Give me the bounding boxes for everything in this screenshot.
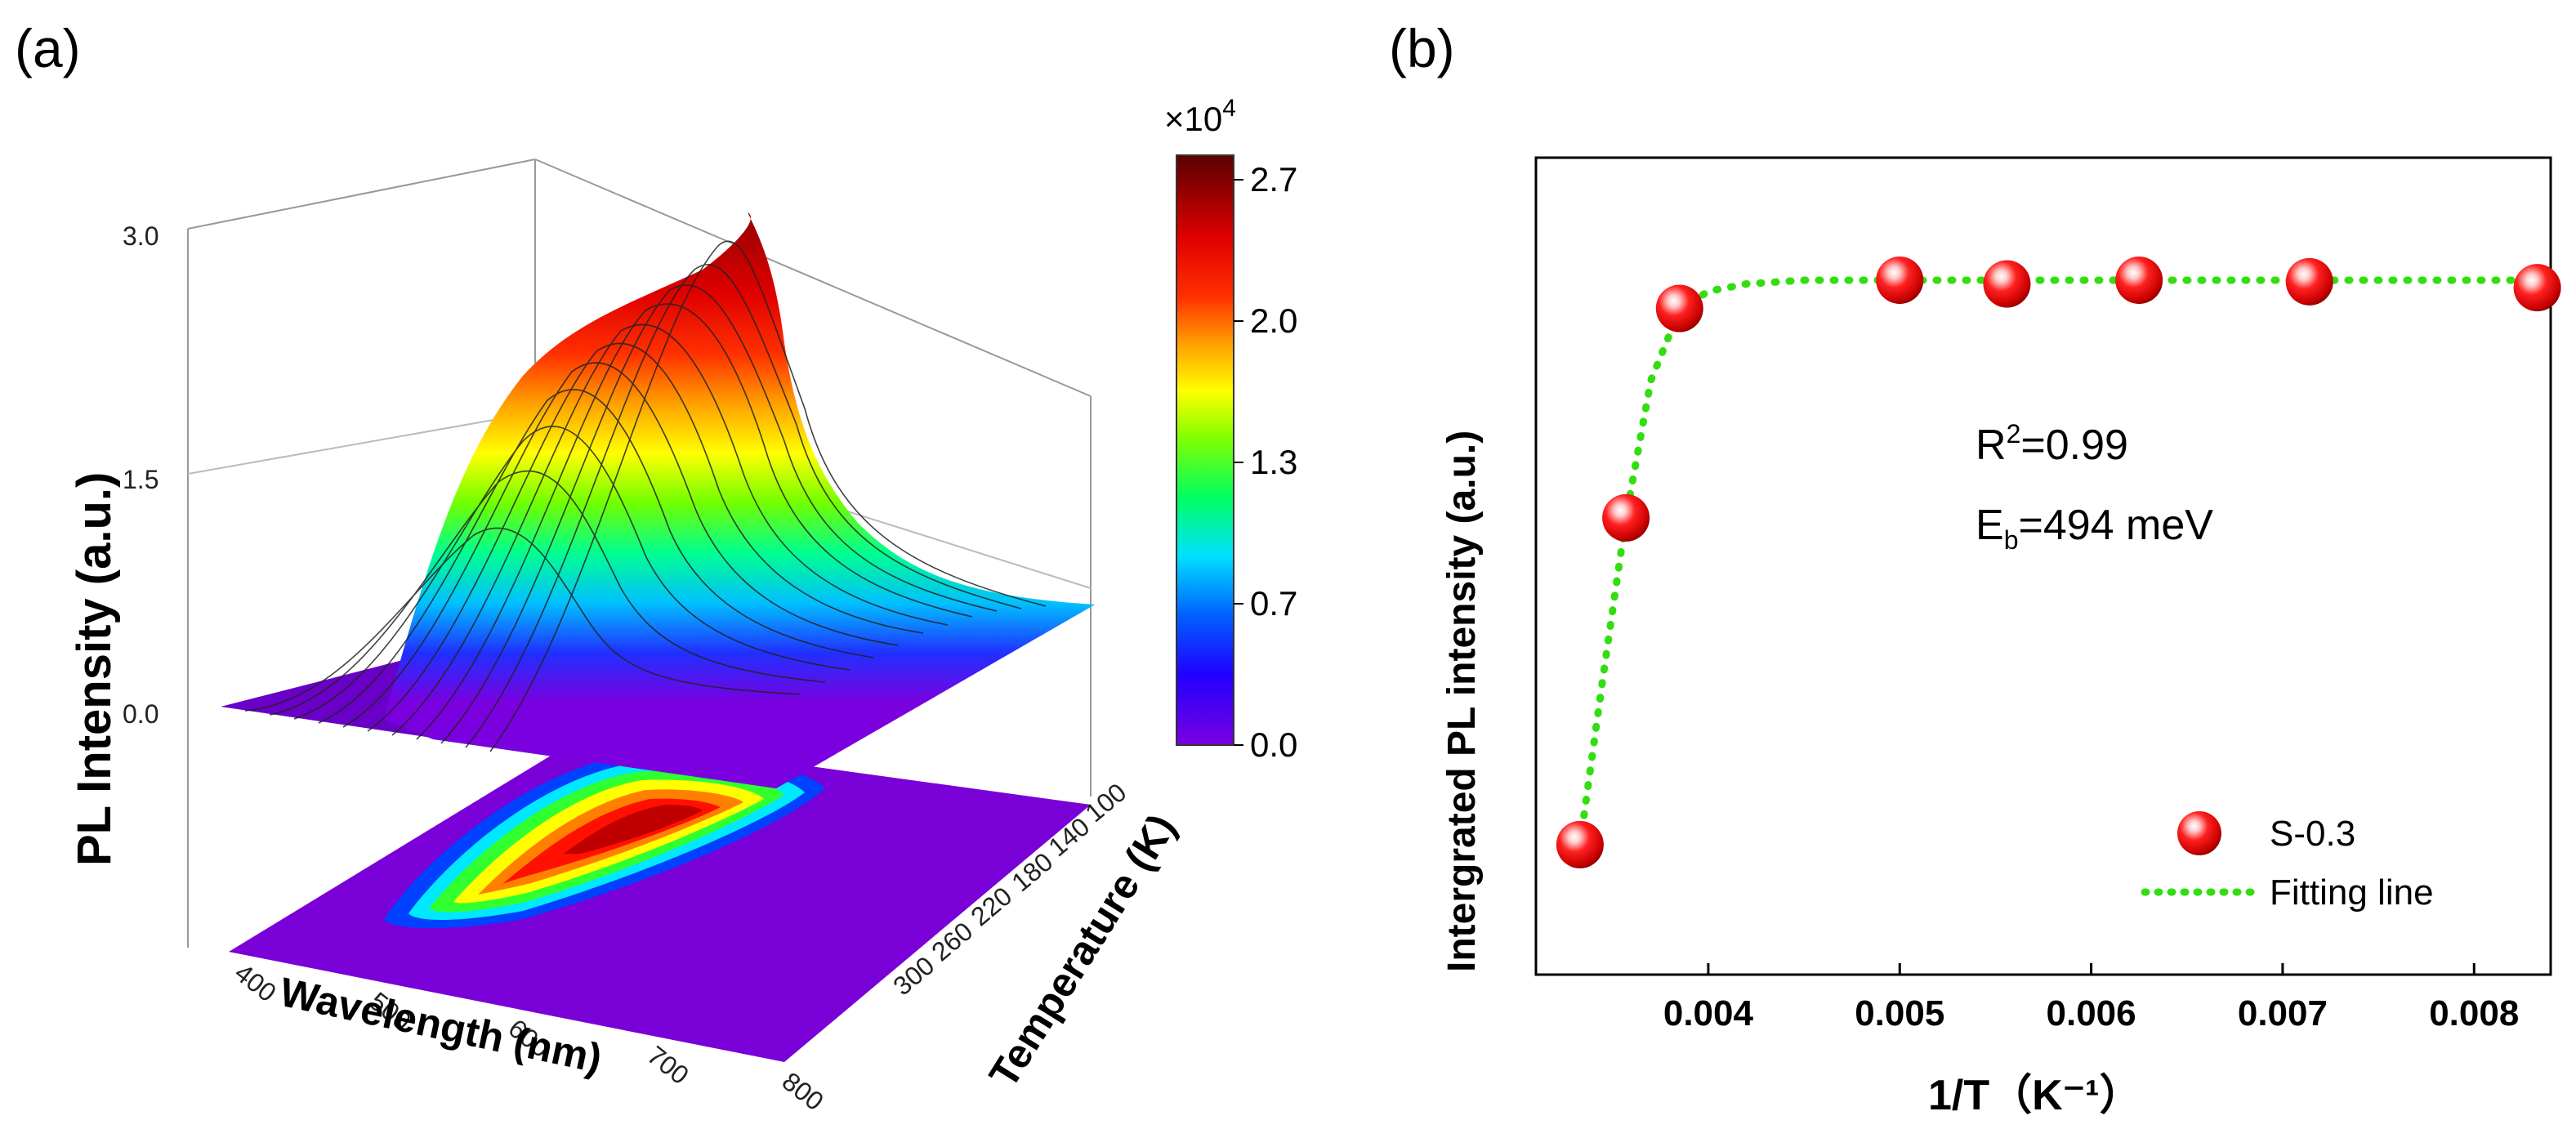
panel-b-scatter: 0.004 0.005 0.006 0.007 0.008 Intergrated PL… — [1440, 156, 2561, 1119]
contour-floor — [229, 735, 1091, 1062]
binding-energy-annotation: Eb=494 meV — [1976, 502, 2213, 555]
top-right-edge — [534, 158, 1092, 397]
x-tick: 400 — [230, 957, 282, 1007]
panel-a-3d-plot: 3.0 1.5 0.0 400 500 600 700 800 100 140 … — [68, 158, 1185, 1116]
data-points — [1556, 257, 2561, 868]
x-tick-label: 0.004 — [1663, 993, 1754, 1033]
colorbar-tick: 2.7 — [1250, 160, 1297, 199]
x-tick-label: 0.006 — [2047, 993, 2136, 1033]
surface-body — [384, 212, 1095, 788]
colorbar-tick: 1.3 — [1250, 443, 1297, 481]
colorbar: ×104 2.7 2.0 1.3 0.7 0.0 — [1164, 95, 1297, 764]
data-point — [1983, 260, 2031, 308]
z-tick: 1.5 — [123, 465, 158, 494]
x-tick-label: 0.007 — [2238, 993, 2328, 1033]
legend-label-fit: Fitting line — [2270, 873, 2434, 913]
plot-frame — [1534, 156, 2552, 976]
data-point — [2115, 257, 2163, 304]
colorbar-tick: 2.0 — [1250, 301, 1297, 340]
legend-label-s03: S-0.3 — [2270, 814, 2355, 854]
x-tick-label: 0.008 — [2429, 993, 2519, 1033]
z-axis-ticks: 3.0 1.5 0.0 — [123, 221, 158, 729]
x-tick: 800 — [777, 1066, 829, 1116]
y-tick: 100 — [1079, 777, 1132, 828]
colorbar-multiplier: ×104 — [1164, 95, 1236, 138]
panel-b-label: (b) — [1389, 18, 1455, 78]
colorbar-tick: 0.0 — [1250, 725, 1297, 764]
top-left-edge — [187, 158, 536, 230]
data-point — [1655, 284, 1703, 332]
data-point — [2285, 257, 2333, 306]
data-point — [1876, 257, 1924, 304]
fitting-line — [1576, 276, 2536, 849]
z-tick: 0.0 — [123, 699, 158, 729]
contour-heat-band — [384, 753, 825, 929]
data-point — [2513, 264, 2561, 312]
z-axis-label: PL Intensity (a.u.) — [68, 472, 121, 866]
data-point — [1556, 820, 1604, 868]
colorbar-gradient — [1176, 154, 1234, 746]
legend-marker-s03 — [2177, 811, 2221, 855]
x-tick: 700 — [642, 1040, 694, 1090]
r-squared-annotation: R2=0.99 — [1976, 419, 2128, 469]
z-tick: 3.0 — [123, 221, 158, 251]
colorbar-ticks: 2.7 2.0 1.3 0.7 0.0 — [1234, 160, 1297, 764]
x-tick-label: 0.005 — [1855, 993, 1944, 1033]
x-ticks: 0.004 0.005 0.006 0.007 0.008 — [1663, 963, 2519, 1033]
panel-a-label: (a) — [15, 18, 81, 78]
legend: S-0.3 Fitting line — [2141, 811, 2434, 913]
data-point — [1602, 493, 1650, 542]
colorbar-tick: 0.7 — [1250, 584, 1297, 623]
surface-lines — [244, 240, 1047, 752]
y-axis-label: Intergrated PL intensity (a.u.) — [1440, 431, 1484, 972]
x-axis-label: 1/T（K⁻¹） — [1928, 1072, 2141, 1119]
